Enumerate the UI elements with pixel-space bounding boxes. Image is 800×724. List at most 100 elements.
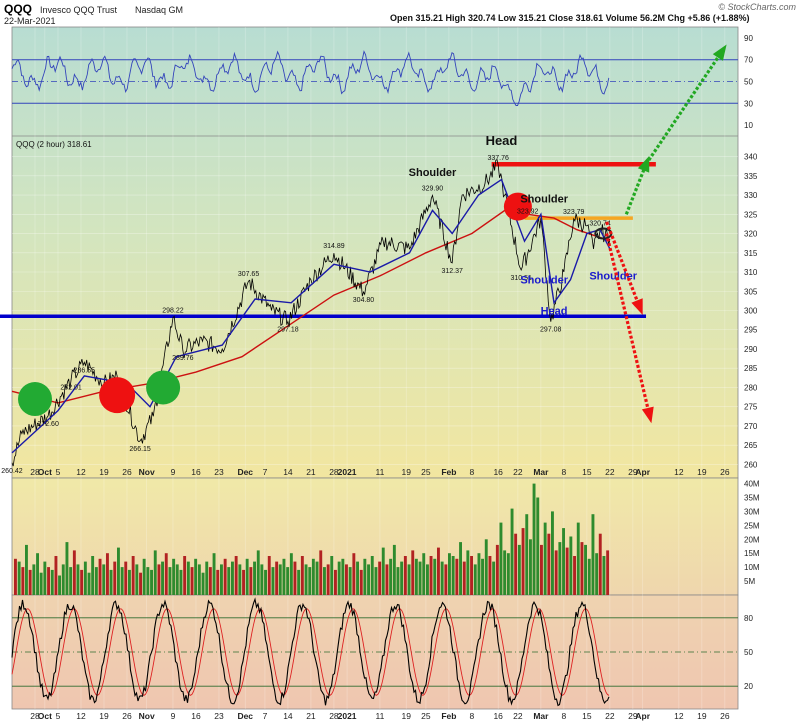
volume-bar [72, 550, 76, 595]
volume-bar [326, 564, 330, 595]
volume-bar [569, 536, 573, 595]
volume-bar [595, 553, 599, 595]
x-tick-label: 12 [674, 467, 684, 477]
bearish-projection-arrow [605, 221, 641, 308]
volume-bar [334, 569, 337, 595]
x-tick-label: 16 [191, 467, 201, 477]
pattern-annotation: Head [541, 305, 568, 317]
volume-bar [256, 550, 260, 595]
volume-bar [293, 561, 297, 595]
value-label: 297.18 [277, 326, 299, 333]
volume-bar [300, 556, 304, 595]
volume-bar [120, 567, 124, 595]
volume-bar [264, 569, 267, 595]
volume-bar [91, 556, 95, 595]
x-tick-label: 23 [214, 467, 224, 477]
x-tick-label: 14 [283, 467, 293, 477]
volume-bar [385, 564, 389, 595]
x-tick-label: 15 [582, 467, 592, 477]
x-tick-label: 12 [76, 467, 86, 477]
volume-bar [492, 561, 496, 595]
volume-bar [47, 567, 50, 595]
volume-bar [330, 556, 334, 595]
price-tick-label: 330 [744, 191, 758, 200]
volume-bar [466, 550, 470, 595]
value-label: 272.60 [37, 421, 59, 428]
x-tick-label: Nov [139, 711, 155, 721]
price-area: 260.42 272.60 282.01 286.55 266.15 298.22 289.… [0, 44, 727, 475]
volume-bar [135, 564, 139, 595]
value-label: 314.89 [323, 243, 345, 250]
x-tick-label: 16 [191, 711, 201, 721]
x-tick-label: 19 [99, 467, 109, 477]
x-tick-label: 29 [628, 467, 638, 477]
volume-tick-label: 10M [744, 563, 760, 572]
chart-date: 22-Mar-2021 [4, 16, 56, 26]
volume-bar [411, 550, 415, 595]
volume-bar [28, 569, 32, 595]
volume-bar [208, 567, 212, 595]
volume-bar [543, 522, 547, 595]
short-moving-average [11, 178, 611, 454]
volume-bar [267, 556, 271, 595]
price-tick-label: 315 [744, 249, 758, 258]
x-tick-label: Mar [533, 467, 549, 477]
volume-bar [484, 539, 488, 595]
axes: 2828OctOct55121219192626NovNov9916162323… [30, 34, 760, 721]
price-tick-label: 325 [744, 210, 758, 219]
volume-bar [558, 542, 562, 595]
value-label: 304.80 [353, 297, 375, 304]
volume-bar [444, 564, 448, 595]
volume-bar [503, 550, 507, 595]
x-tick-label: 29 [628, 711, 638, 721]
volume-bar [374, 567, 378, 595]
volume-bar [39, 572, 43, 595]
volume-bar [506, 553, 510, 595]
volume-bar [109, 569, 113, 595]
volume-bar [186, 561, 190, 595]
volume-bar [378, 561, 382, 595]
value-label: 337.76 [487, 155, 509, 162]
volume-bar [455, 558, 459, 595]
bearish-projection-arrow [605, 233, 651, 415]
volume-bar [139, 572, 142, 595]
volume-bar [308, 567, 312, 595]
red-circle-marker [99, 377, 136, 414]
rsi-tick-label: 30 [744, 99, 753, 108]
volume-bar [580, 542, 584, 595]
price-tick-label: 340 [744, 153, 758, 162]
x-tick-label: 5 [56, 467, 61, 477]
volume-bar [341, 558, 345, 595]
volume-bar [389, 558, 393, 595]
volume-bar [573, 556, 576, 595]
x-tick-label: 22 [605, 711, 615, 721]
volume-bar [242, 569, 245, 595]
x-tick-label: 19 [697, 711, 707, 721]
value-label: 297.08 [540, 327, 562, 334]
volume-bar [517, 544, 521, 595]
x-tick-label: 8 [470, 711, 475, 721]
volume-bar [433, 558, 437, 595]
volume-bar [271, 567, 275, 595]
stochastic-tick-label: 50 [744, 648, 753, 657]
rsi-tick-label: 90 [744, 34, 753, 43]
price-tick-label: 270 [744, 422, 758, 431]
volume-bar [440, 561, 444, 595]
value-label: 310.51 [510, 275, 532, 282]
value-label: 282.01 [60, 385, 82, 392]
stochastic-tick-label: 20 [744, 682, 753, 691]
value-label: 323.79 [563, 209, 585, 216]
x-tick-label: 16 [493, 467, 503, 477]
x-tick-label: 16 [493, 711, 503, 721]
volume-bar [253, 561, 256, 595]
volume-bar [407, 564, 411, 595]
volume-bar [172, 558, 176, 595]
pattern-annotation: Shoulder [520, 194, 568, 206]
volume-bar [396, 567, 400, 595]
value-label: 323.92 [517, 208, 539, 215]
volume-bar [514, 533, 518, 595]
bearish-projection-arrow-head [641, 406, 654, 424]
volume-bar [183, 556, 187, 595]
volume-bar [470, 556, 473, 595]
brand-watermark: © StockCharts.com [718, 2, 796, 12]
